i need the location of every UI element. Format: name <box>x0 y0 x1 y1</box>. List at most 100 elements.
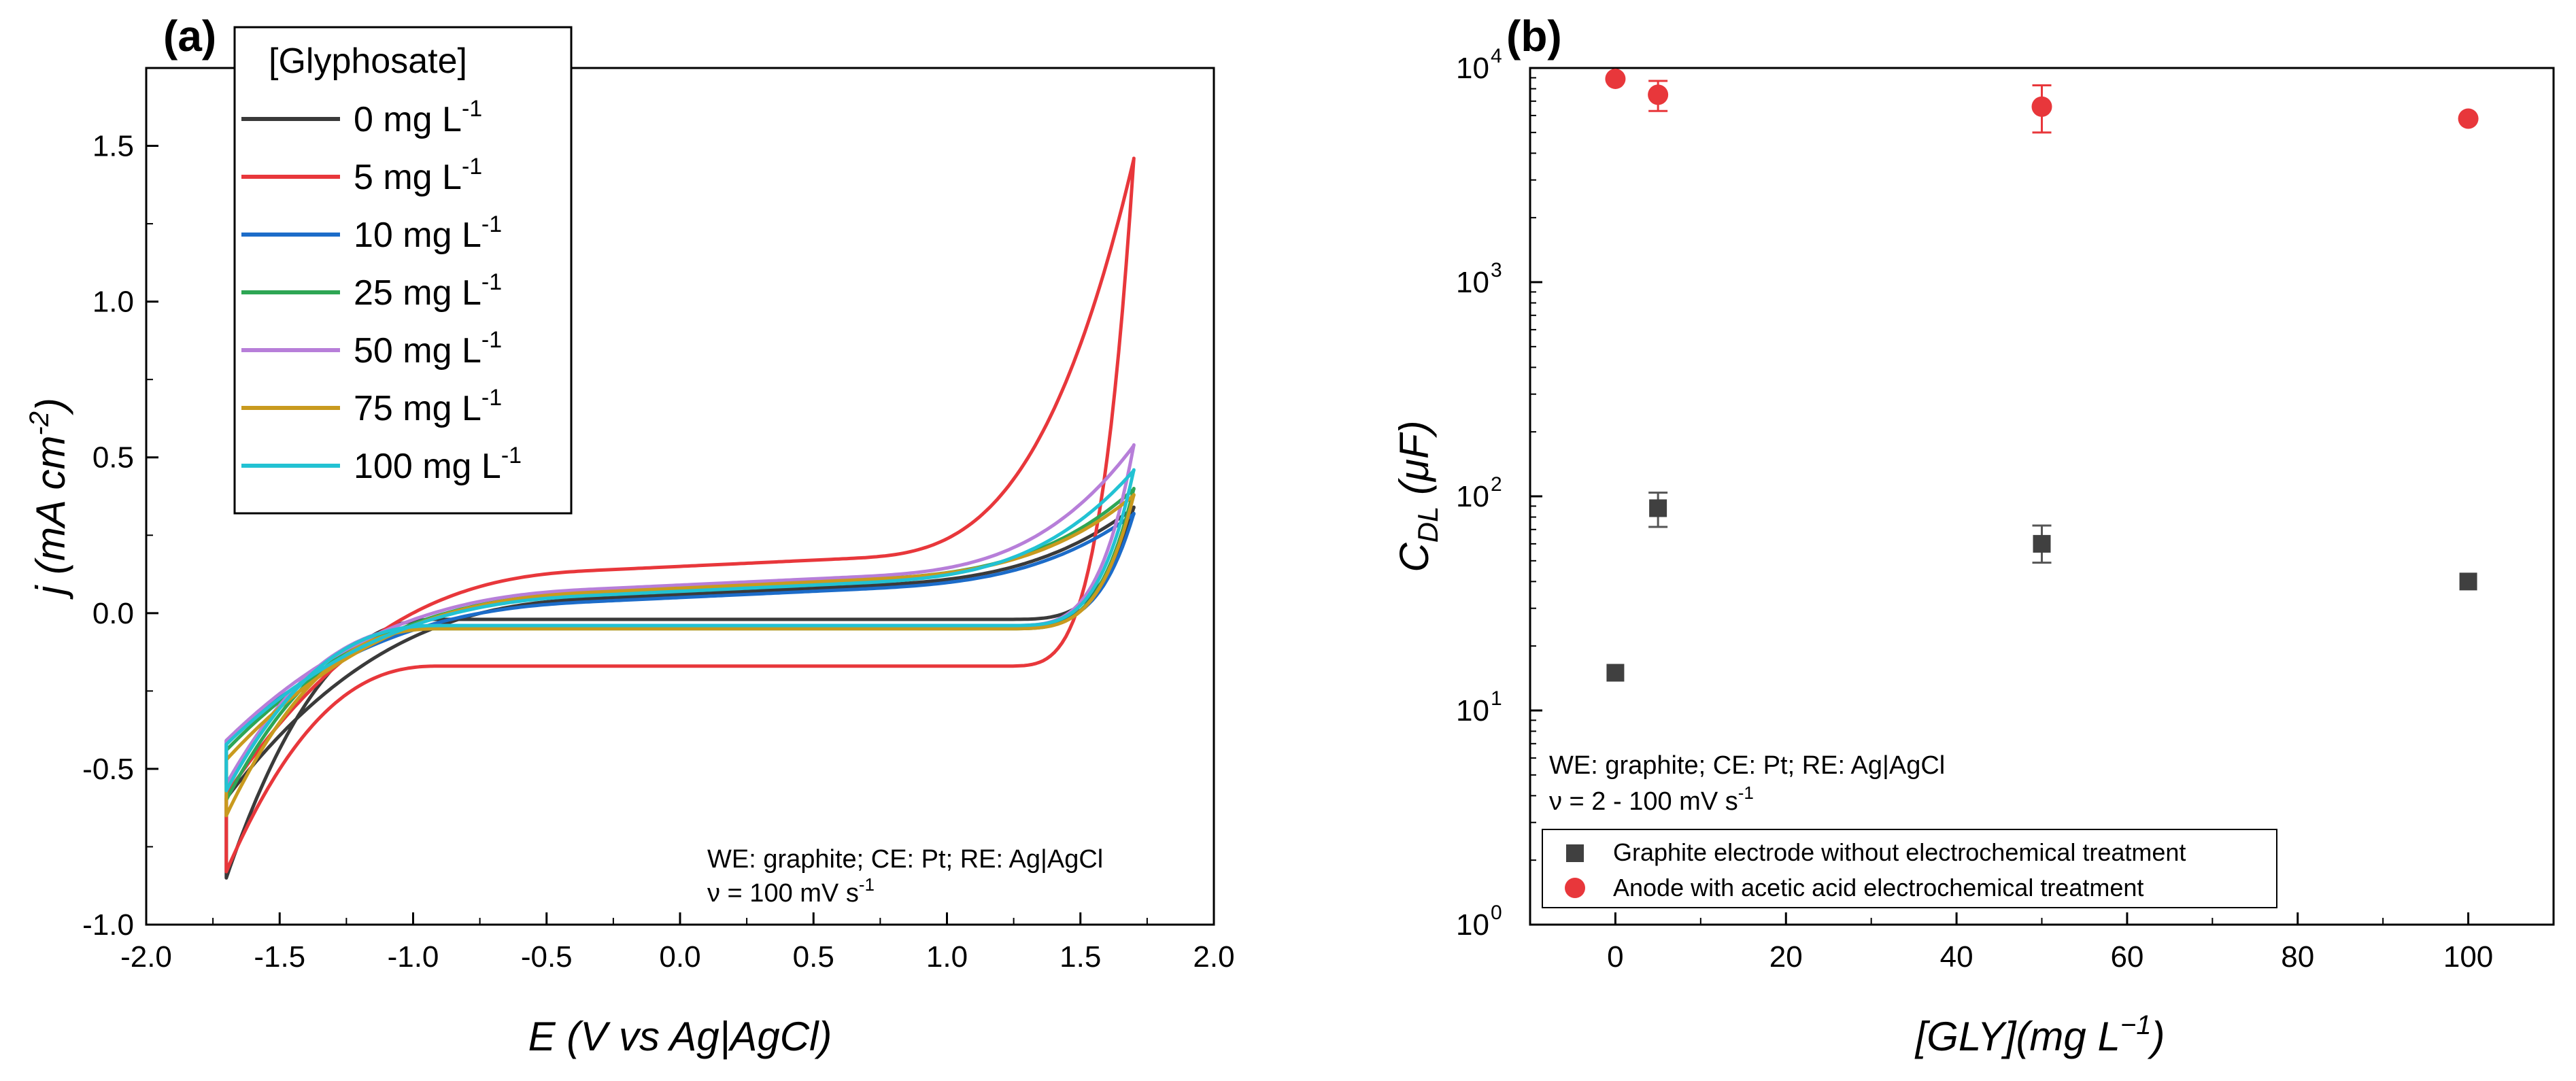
data-point-anode <box>2458 108 2479 129</box>
data-point-graphite <box>2459 572 2477 591</box>
x-tick-label-b: 0 <box>1607 940 1623 974</box>
legend-entry-exp: -1 <box>501 443 522 468</box>
y-tick-label-b: 10 <box>1456 694 1489 727</box>
y-axis-label-b: CDL (μF) <box>1391 420 1444 572</box>
legend-entry-label: 25 mg L-1 <box>354 269 502 313</box>
x-tick-label-b: 100 <box>2443 940 2493 974</box>
x-tick-label: -0.5 <box>521 940 573 974</box>
y-tick-label-b: 10 <box>1456 480 1489 513</box>
x-tick-label: -1.0 <box>388 940 439 974</box>
legend-b-entry-anode: Anode with acetic acid electrochemical t… <box>1613 874 2143 902</box>
legend-a <box>233 26 573 515</box>
panel-a-label: (a) <box>163 12 216 61</box>
y-tick-exponent-b: 4 <box>1491 45 1502 67</box>
x-tick-label: 1.0 <box>926 940 968 974</box>
x-axis-label-a: E (V vs Ag|AgCl) <box>528 1014 832 1060</box>
y-tick-label: -0.5 <box>82 753 134 786</box>
panel-b-label: (b) <box>1506 12 1562 61</box>
legend-title: [Glyphosate] <box>269 41 467 81</box>
x-tick-label: -2.0 <box>120 940 172 974</box>
cv-curve-100-mg-L <box>224 468 1136 793</box>
data-point-graphite <box>1649 499 1667 517</box>
scan-rate-b-exp: -1 <box>1738 783 1754 803</box>
y-tick-label-b: 10 <box>1456 908 1489 942</box>
annotation-scan-rate-a: ν = 100 mV s-1 <box>707 874 875 908</box>
y-tick-exponent-b: 3 <box>1491 259 1502 281</box>
annotation-scan-rate-b: ν = 2 - 100 mV s-1 <box>1549 783 1754 816</box>
y-tick-label: 0.5 <box>92 441 134 475</box>
y-tick-label: -1.0 <box>82 908 134 942</box>
legend-entry-text: 100 mg L <box>354 447 501 486</box>
data-point-anode <box>1648 84 1669 105</box>
y-tick-label: 1.5 <box>92 130 134 163</box>
x-tick-label: -1.5 <box>254 940 305 974</box>
legend-entry-text: 10 mg L <box>354 216 481 255</box>
legend-entry-exp: -1 <box>481 385 502 411</box>
legend-entry-text: 75 mg L <box>354 389 481 428</box>
x-axis-ticks-b: 0 20 40 60 80 100 <box>1529 912 2554 974</box>
x-axis-label-b: [GLY](mg L−1) <box>1914 1010 2165 1059</box>
legend-entry-label: 5 mg L-1 <box>354 154 482 197</box>
legend-entry-exp: -1 <box>481 211 502 237</box>
legend-b-entry-graphite: Graphite electrode without electrochemic… <box>1613 838 2186 866</box>
data-point-anode <box>2031 96 2052 117</box>
y-label-exp: -2 <box>24 411 54 436</box>
y-axis-ticks: -1.0 -0.5 0.0 0.5 1.0 1.5 <box>82 67 158 942</box>
y-label-b-unit: (μF) <box>1391 420 1437 506</box>
y-label-unit: (mA cm <box>28 436 73 574</box>
cv-curve-75-mg-L <box>224 493 1136 818</box>
y-tick-label-b: 10 <box>1456 266 1489 299</box>
y-label-b-sub: DL <box>1412 507 1444 543</box>
legend-entry-exp: -1 <box>462 154 482 179</box>
legend-entry-label: 10 mg L-1 <box>354 211 502 255</box>
data-point-anode <box>1605 68 1626 89</box>
x-tick-label-b: 80 <box>2281 940 2314 974</box>
x-tick-label: 0.0 <box>659 940 700 974</box>
data-point-graphite <box>2033 534 2051 553</box>
legend-entry-label: 50 mg L-1 <box>354 327 502 371</box>
cv-curves <box>224 156 1136 880</box>
cv-chart-panel: (a) -2.0 -1.5 -1.0 -0.5 0.0 0.5 1.0 1.5 2.0 -1.0… <box>24 12 1235 1060</box>
y-tick-label: 1.0 <box>92 286 134 319</box>
x-tick-label: 0.5 <box>793 940 834 974</box>
legend-entry-label: 75 mg L-1 <box>354 385 502 428</box>
y-tick-label-b: 10 <box>1456 52 1489 85</box>
legend-entry-text: 0 mg L <box>354 100 462 139</box>
y-tick-label: 0.0 <box>92 597 134 630</box>
legend-entry-exp: -1 <box>481 327 502 353</box>
x-tick-label-b: 20 <box>1769 940 1803 974</box>
scan-rate-text: ν = 100 mV s <box>707 879 859 908</box>
x-tick-label: 1.5 <box>1060 940 1101 974</box>
legend-entries: 0 mg L-15 mg L-110 mg L-125 mg L-150 mg … <box>241 96 522 486</box>
legend-entry-label: 0 mg L-1 <box>354 96 482 139</box>
y-label-b-main: C <box>1391 543 1437 572</box>
legend-entry-text: 50 mg L <box>354 331 481 371</box>
x-axis-ticks: -2.0 -1.5 -1.0 -0.5 0.0 0.5 1.0 1.5 2.0 <box>120 912 1235 974</box>
scan-rate-exp: -1 <box>859 874 875 895</box>
x-tick-label-b: 60 <box>2110 940 2143 974</box>
y-tick-exponent-b: 0 <box>1491 902 1502 924</box>
capacitance-points <box>1605 68 2479 682</box>
y-label-j: j <box>28 585 73 600</box>
y-tick-exponent-b: 1 <box>1491 687 1502 710</box>
legend-b <box>1542 829 2277 908</box>
annotation-electrodes-b: WE: graphite; CE: Pt; RE: Ag|AgCl <box>1549 751 1945 780</box>
data-point-graphite <box>1606 664 1625 682</box>
legend-entry-exp: -1 <box>481 269 502 295</box>
y-tick-exponent-b: 2 <box>1491 473 1502 496</box>
legend-circle-marker <box>1565 878 1585 898</box>
legend-square-marker <box>1566 844 1584 862</box>
legend-entry-label: 100 mg L-1 <box>354 443 522 486</box>
legend-entry-text: 25 mg L <box>354 273 481 313</box>
scan-rate-b-text: ν = 2 - 100 mV s <box>1549 787 1738 816</box>
annotation-electrodes-a: WE: graphite; CE: Pt; RE: Ag|AgCl <box>707 845 1103 874</box>
legend-entry-text: 5 mg L <box>354 158 462 197</box>
legend-entry-exp: -1 <box>462 96 482 122</box>
x-label-b-exp: −1 <box>2120 1010 2152 1040</box>
x-label-b-main: [GLY](mg L <box>1914 1014 2120 1059</box>
cv-curve-5-mg-L <box>224 156 1136 874</box>
x-tick-label: 2.0 <box>1193 940 1234 974</box>
